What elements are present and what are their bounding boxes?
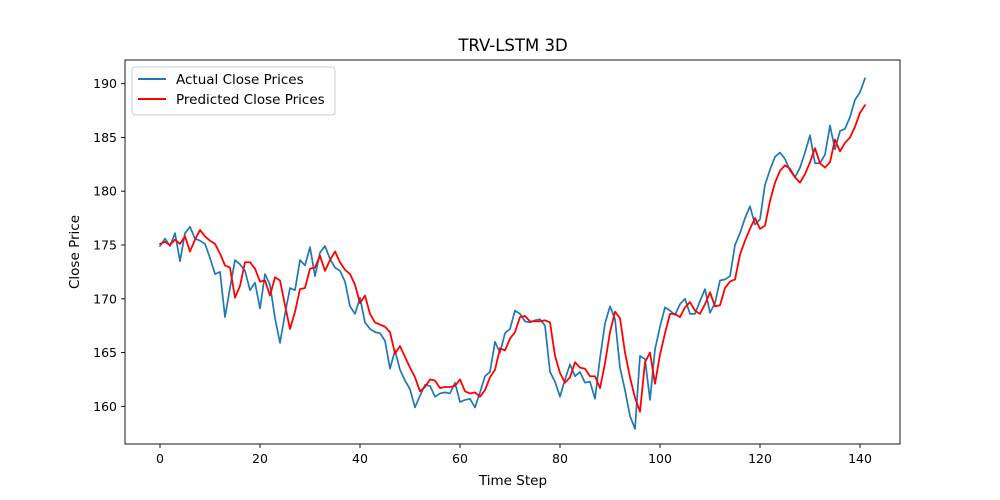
y-tick-label: 180 [93,184,117,199]
x-tick-label: 100 [648,451,672,466]
legend-label-predicted: Predicted Close Prices [176,92,325,108]
legend: Actual Close Prices Predicted Close Pric… [131,66,336,116]
y-tick-label: 165 [93,345,117,360]
y-tick-label: 190 [93,76,117,91]
y-tick-label: 170 [93,291,117,306]
x-tick-label: 0 [156,451,164,466]
x-tick-label: 120 [748,451,772,466]
series-line-actual-close-prices [159,77,866,430]
y-axis: 160 165 170 175 180 185 190 [93,76,125,414]
x-tick-label: 40 [352,451,368,466]
plot-frame [124,59,901,445]
y-tick-label: 185 [93,130,117,145]
x-tick-label: 60 [452,451,468,466]
series-line-predicted-close-prices [159,104,866,413]
plot-area [159,77,866,430]
x-tick-label: 20 [252,451,268,466]
x-axis: 0 20 40 60 80 100 120 140 [156,444,872,466]
legend-box [131,66,336,116]
y-axis-title: Close Price [67,215,83,289]
legend-label-actual: Actual Close Prices [176,72,304,88]
y-tick-label: 160 [93,399,117,414]
x-axis-title: Time Step [478,473,547,489]
x-tick-label: 80 [552,451,568,466]
y-tick-label: 175 [93,238,117,253]
chart-title: TRV-LSTM 3D [457,36,567,55]
x-tick-label: 140 [848,451,872,466]
